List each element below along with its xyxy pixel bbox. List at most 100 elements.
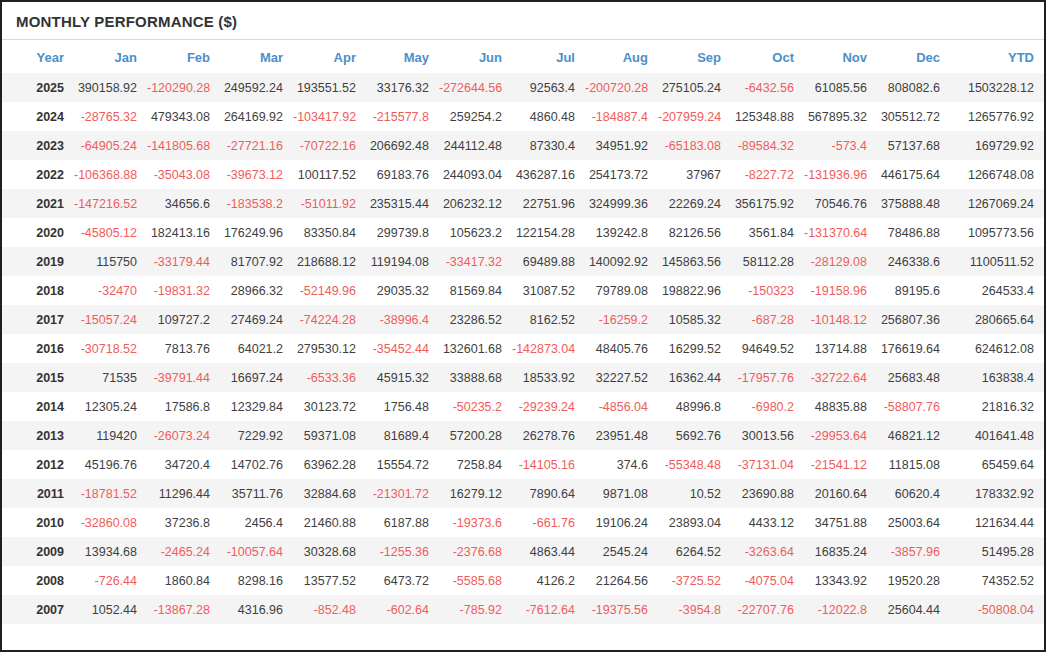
value-cell: 37967	[658, 160, 731, 189]
value-cell: 34951.92	[585, 131, 658, 160]
table-row-2025: 2025390158.92-120290.28249592.24193551.5…	[2, 73, 1044, 102]
value-cell: 23951.48	[585, 421, 658, 450]
value-cell: -17957.76	[731, 363, 804, 392]
value-cell: -687.28	[731, 305, 804, 334]
value-cell: 79789.08	[585, 276, 658, 305]
value-cell: 69183.76	[366, 160, 439, 189]
value-cell: 32884.68	[293, 479, 366, 508]
table-header: YearJanFebMarAprMayJunJulAugSepOctNovDec…	[2, 40, 1044, 73]
value-cell: 244112.48	[439, 131, 512, 160]
column-header-dec: Dec	[877, 40, 950, 73]
value-cell: 5692.76	[658, 421, 731, 450]
year-cell: 2025	[2, 73, 74, 102]
value-cell: 305512.72	[877, 102, 950, 131]
column-header-ytd: YTD	[950, 40, 1044, 73]
value-cell: -661.76	[512, 508, 585, 537]
value-cell: -2376.68	[439, 537, 512, 566]
value-cell: 25604.44	[877, 595, 950, 624]
value-cell: 479343.08	[147, 102, 220, 131]
value-cell: 182413.16	[147, 218, 220, 247]
value-cell: 58112.28	[731, 247, 804, 276]
value-cell: 16697.24	[220, 363, 293, 392]
year-cell: 2023	[2, 131, 74, 160]
value-cell: 122154.28	[512, 218, 585, 247]
value-cell: 81689.4	[366, 421, 439, 450]
value-cell: 94649.52	[731, 334, 804, 363]
value-cell: -89584.32	[731, 131, 804, 160]
year-cell: 2021	[2, 189, 74, 218]
value-cell: 808082.6	[877, 73, 950, 102]
table-header-row: YearJanFebMarAprMayJunJulAugSepOctNovDec…	[2, 40, 1044, 73]
value-cell: -147216.52	[74, 189, 147, 218]
value-cell: -39791.44	[147, 363, 220, 392]
value-cell: -142873.04	[512, 334, 585, 363]
value-cell: 13343.92	[804, 566, 877, 595]
column-header-apr: Apr	[293, 40, 366, 73]
value-cell: -14105.16	[512, 450, 585, 479]
value-cell: -103417.92	[293, 102, 366, 131]
value-cell: 82126.56	[658, 218, 731, 247]
year-cell: 2019	[2, 247, 74, 276]
value-cell: 169729.92	[950, 131, 1044, 160]
value-cell: -106368.88	[74, 160, 147, 189]
value-cell: 275105.24	[658, 73, 731, 102]
value-cell: 18533.92	[512, 363, 585, 392]
value-cell: 176619.64	[877, 334, 950, 363]
value-cell: 6264.52	[658, 537, 731, 566]
value-cell: 119194.08	[366, 247, 439, 276]
year-cell: 2011	[2, 479, 74, 508]
value-cell: 74352.52	[950, 566, 1044, 595]
value-cell: -573.4	[804, 131, 877, 160]
value-cell: 2545.24	[585, 537, 658, 566]
value-cell: 299739.8	[366, 218, 439, 247]
value-cell: 16835.24	[804, 537, 877, 566]
value-cell: 145863.56	[658, 247, 731, 276]
column-header-nov: Nov	[804, 40, 877, 73]
value-cell: 8162.52	[512, 305, 585, 334]
value-cell: 25003.64	[877, 508, 950, 537]
value-cell: 10.52	[658, 479, 731, 508]
value-cell: -26073.24	[147, 421, 220, 450]
value-cell: 375888.48	[877, 189, 950, 218]
value-cell: 57200.28	[439, 421, 512, 450]
value-cell: 34751.88	[804, 508, 877, 537]
value-cell: 22269.24	[658, 189, 731, 218]
value-cell: 21816.32	[950, 392, 1044, 421]
value-cell: 567895.32	[804, 102, 877, 131]
value-cell: -28765.32	[74, 102, 147, 131]
value-cell: 109727.2	[147, 305, 220, 334]
value-cell: -15057.24	[74, 305, 147, 334]
value-cell: 218688.12	[293, 247, 366, 276]
panel-title: MONTHLY PERFORMANCE ($)	[2, 2, 1044, 40]
value-cell: 390158.92	[74, 73, 147, 102]
value-cell: -29239.24	[512, 392, 585, 421]
value-cell: 32227.52	[585, 363, 658, 392]
value-cell: 139242.8	[585, 218, 658, 247]
table-row-2021: 2021-147216.5234656.6-183538.2-51011.922…	[2, 189, 1044, 218]
value-cell: 8298.16	[220, 566, 293, 595]
table-row-2014: 201412305.2417586.812329.8430123.721756.…	[2, 392, 1044, 421]
value-cell: -35452.44	[366, 334, 439, 363]
value-cell: 235315.44	[366, 189, 439, 218]
value-cell: 69489.88	[512, 247, 585, 276]
value-cell: -27721.16	[220, 131, 293, 160]
value-cell: 280665.64	[950, 305, 1044, 334]
value-cell: 11296.44	[147, 479, 220, 508]
year-cell: 2010	[2, 508, 74, 537]
value-cell: 125348.88	[731, 102, 804, 131]
table-row-2010: 2010-32860.0837236.82456.421460.886187.8…	[2, 508, 1044, 537]
value-cell: 71535	[74, 363, 147, 392]
year-cell: 2016	[2, 334, 74, 363]
value-cell: 12329.84	[220, 392, 293, 421]
value-cell: 48405.76	[585, 334, 658, 363]
value-cell: -10057.64	[220, 537, 293, 566]
value-cell: 29035.32	[366, 276, 439, 305]
value-cell: 37236.8	[147, 508, 220, 537]
value-cell: 254173.72	[585, 160, 658, 189]
value-cell: 4433.12	[731, 508, 804, 537]
value-cell: 356175.92	[731, 189, 804, 218]
value-cell: 59371.08	[293, 421, 366, 450]
value-cell: -55348.48	[658, 450, 731, 479]
value-cell: 46821.12	[877, 421, 950, 450]
value-cell: 4863.44	[512, 537, 585, 566]
